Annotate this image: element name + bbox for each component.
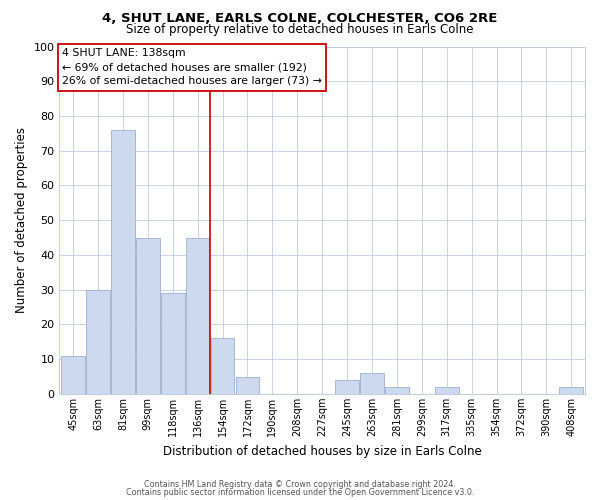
Bar [86,290,110,394]
Text: 4, SHUT LANE, EARLS COLNE, COLCHESTER, CO6 2RE: 4, SHUT LANE, EARLS COLNE, COLCHESTER, C… [103,12,497,26]
Bar [385,387,409,394]
Bar [111,130,135,394]
Bar [61,356,85,394]
Bar [211,338,235,394]
Bar [435,387,458,394]
Bar [236,376,259,394]
Bar [360,373,384,394]
Text: Size of property relative to detached houses in Earls Colne: Size of property relative to detached ho… [126,22,474,36]
Text: Contains HM Land Registry data © Crown copyright and database right 2024.: Contains HM Land Registry data © Crown c… [144,480,456,489]
Bar [335,380,359,394]
Bar [186,238,209,394]
Text: 4 SHUT LANE: 138sqm
← 69% of detached houses are smaller (192)
26% of semi-detac: 4 SHUT LANE: 138sqm ← 69% of detached ho… [62,48,322,86]
Bar [136,238,160,394]
X-axis label: Distribution of detached houses by size in Earls Colne: Distribution of detached houses by size … [163,444,482,458]
Text: Contains public sector information licensed under the Open Government Licence v3: Contains public sector information licen… [126,488,474,497]
Bar [559,387,583,394]
Y-axis label: Number of detached properties: Number of detached properties [15,127,28,313]
Bar [161,293,185,394]
